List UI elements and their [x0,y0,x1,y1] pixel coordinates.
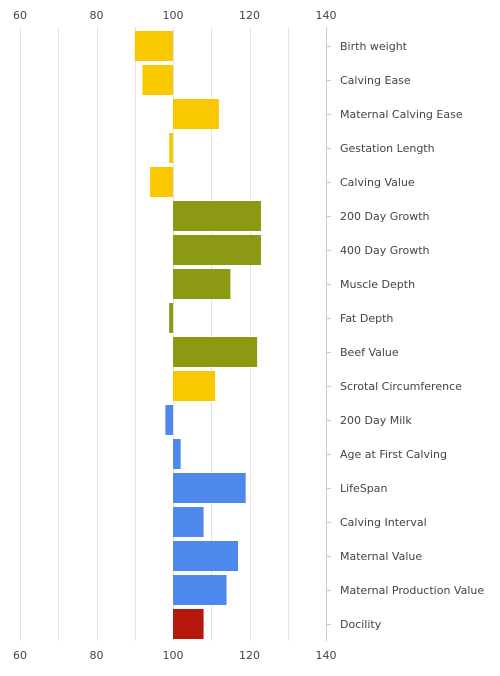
x-tick-label-bottom: 100 [163,649,184,662]
bar[interactable] [173,201,261,231]
bar[interactable] [169,303,173,333]
bar[interactable] [134,31,173,61]
category-label: Muscle Depth [340,278,415,291]
bar[interactable] [173,507,204,537]
category-label: Calving Ease [340,74,411,87]
bar[interactable] [173,609,204,639]
grid-lines [20,27,327,641]
x-tick-label-top: 100 [163,9,184,22]
x-tick-label-top: 60 [13,9,27,22]
bar[interactable] [173,99,219,129]
category-label: Gestation Length [340,142,435,155]
bar[interactable] [173,575,227,605]
x-tick-label-bottom: 120 [239,649,260,662]
category-label: Maternal Value [340,550,422,563]
category-label: LifeSpan [340,482,388,495]
bar[interactable] [165,405,173,435]
x-axis-top: 60 80 100 120 140 [13,9,337,22]
category-label: Calving Interval [340,516,427,529]
x-tick-label-bottom: 80 [90,649,104,662]
category-label: Calving Value [340,176,415,189]
bar[interactable] [173,371,216,401]
x-axis-bottom: 60 80 100 120 140 [13,649,337,662]
x-tick-label-top: 80 [90,9,104,22]
category-label: 200 Day Milk [340,414,412,427]
bar[interactable] [173,541,239,571]
bar[interactable] [173,269,231,299]
x-tick-label-top: 120 [239,9,260,22]
category-label: Beef Value [340,346,399,359]
bar[interactable] [169,133,173,163]
bar[interactable] [173,235,261,265]
bar[interactable] [173,337,258,367]
bar[interactable] [173,439,181,469]
category-label: Scrotal Circumference [340,380,462,393]
category-label: Birth weight [340,40,408,53]
x-tick-label-bottom: 60 [13,649,27,662]
category-label: Maternal Calving Ease [340,108,463,121]
bar[interactable] [150,167,173,197]
category-labels: Birth weight Calving Ease Maternal Calving… [326,40,484,631]
bar[interactable] [142,65,173,95]
category-label: Fat Depth [340,312,393,325]
category-label: 200 Day Growth [340,210,430,223]
x-tick-label-bottom: 140 [316,649,337,662]
category-label: Docility [340,618,382,631]
bar[interactable] [173,473,246,503]
x-tick-label-top: 140 [316,9,337,22]
bars [134,31,261,639]
category-label: Age at First Calving [340,448,447,461]
category-label: 400 Day Growth [340,244,430,257]
category-label: Maternal Production Value [340,584,484,597]
